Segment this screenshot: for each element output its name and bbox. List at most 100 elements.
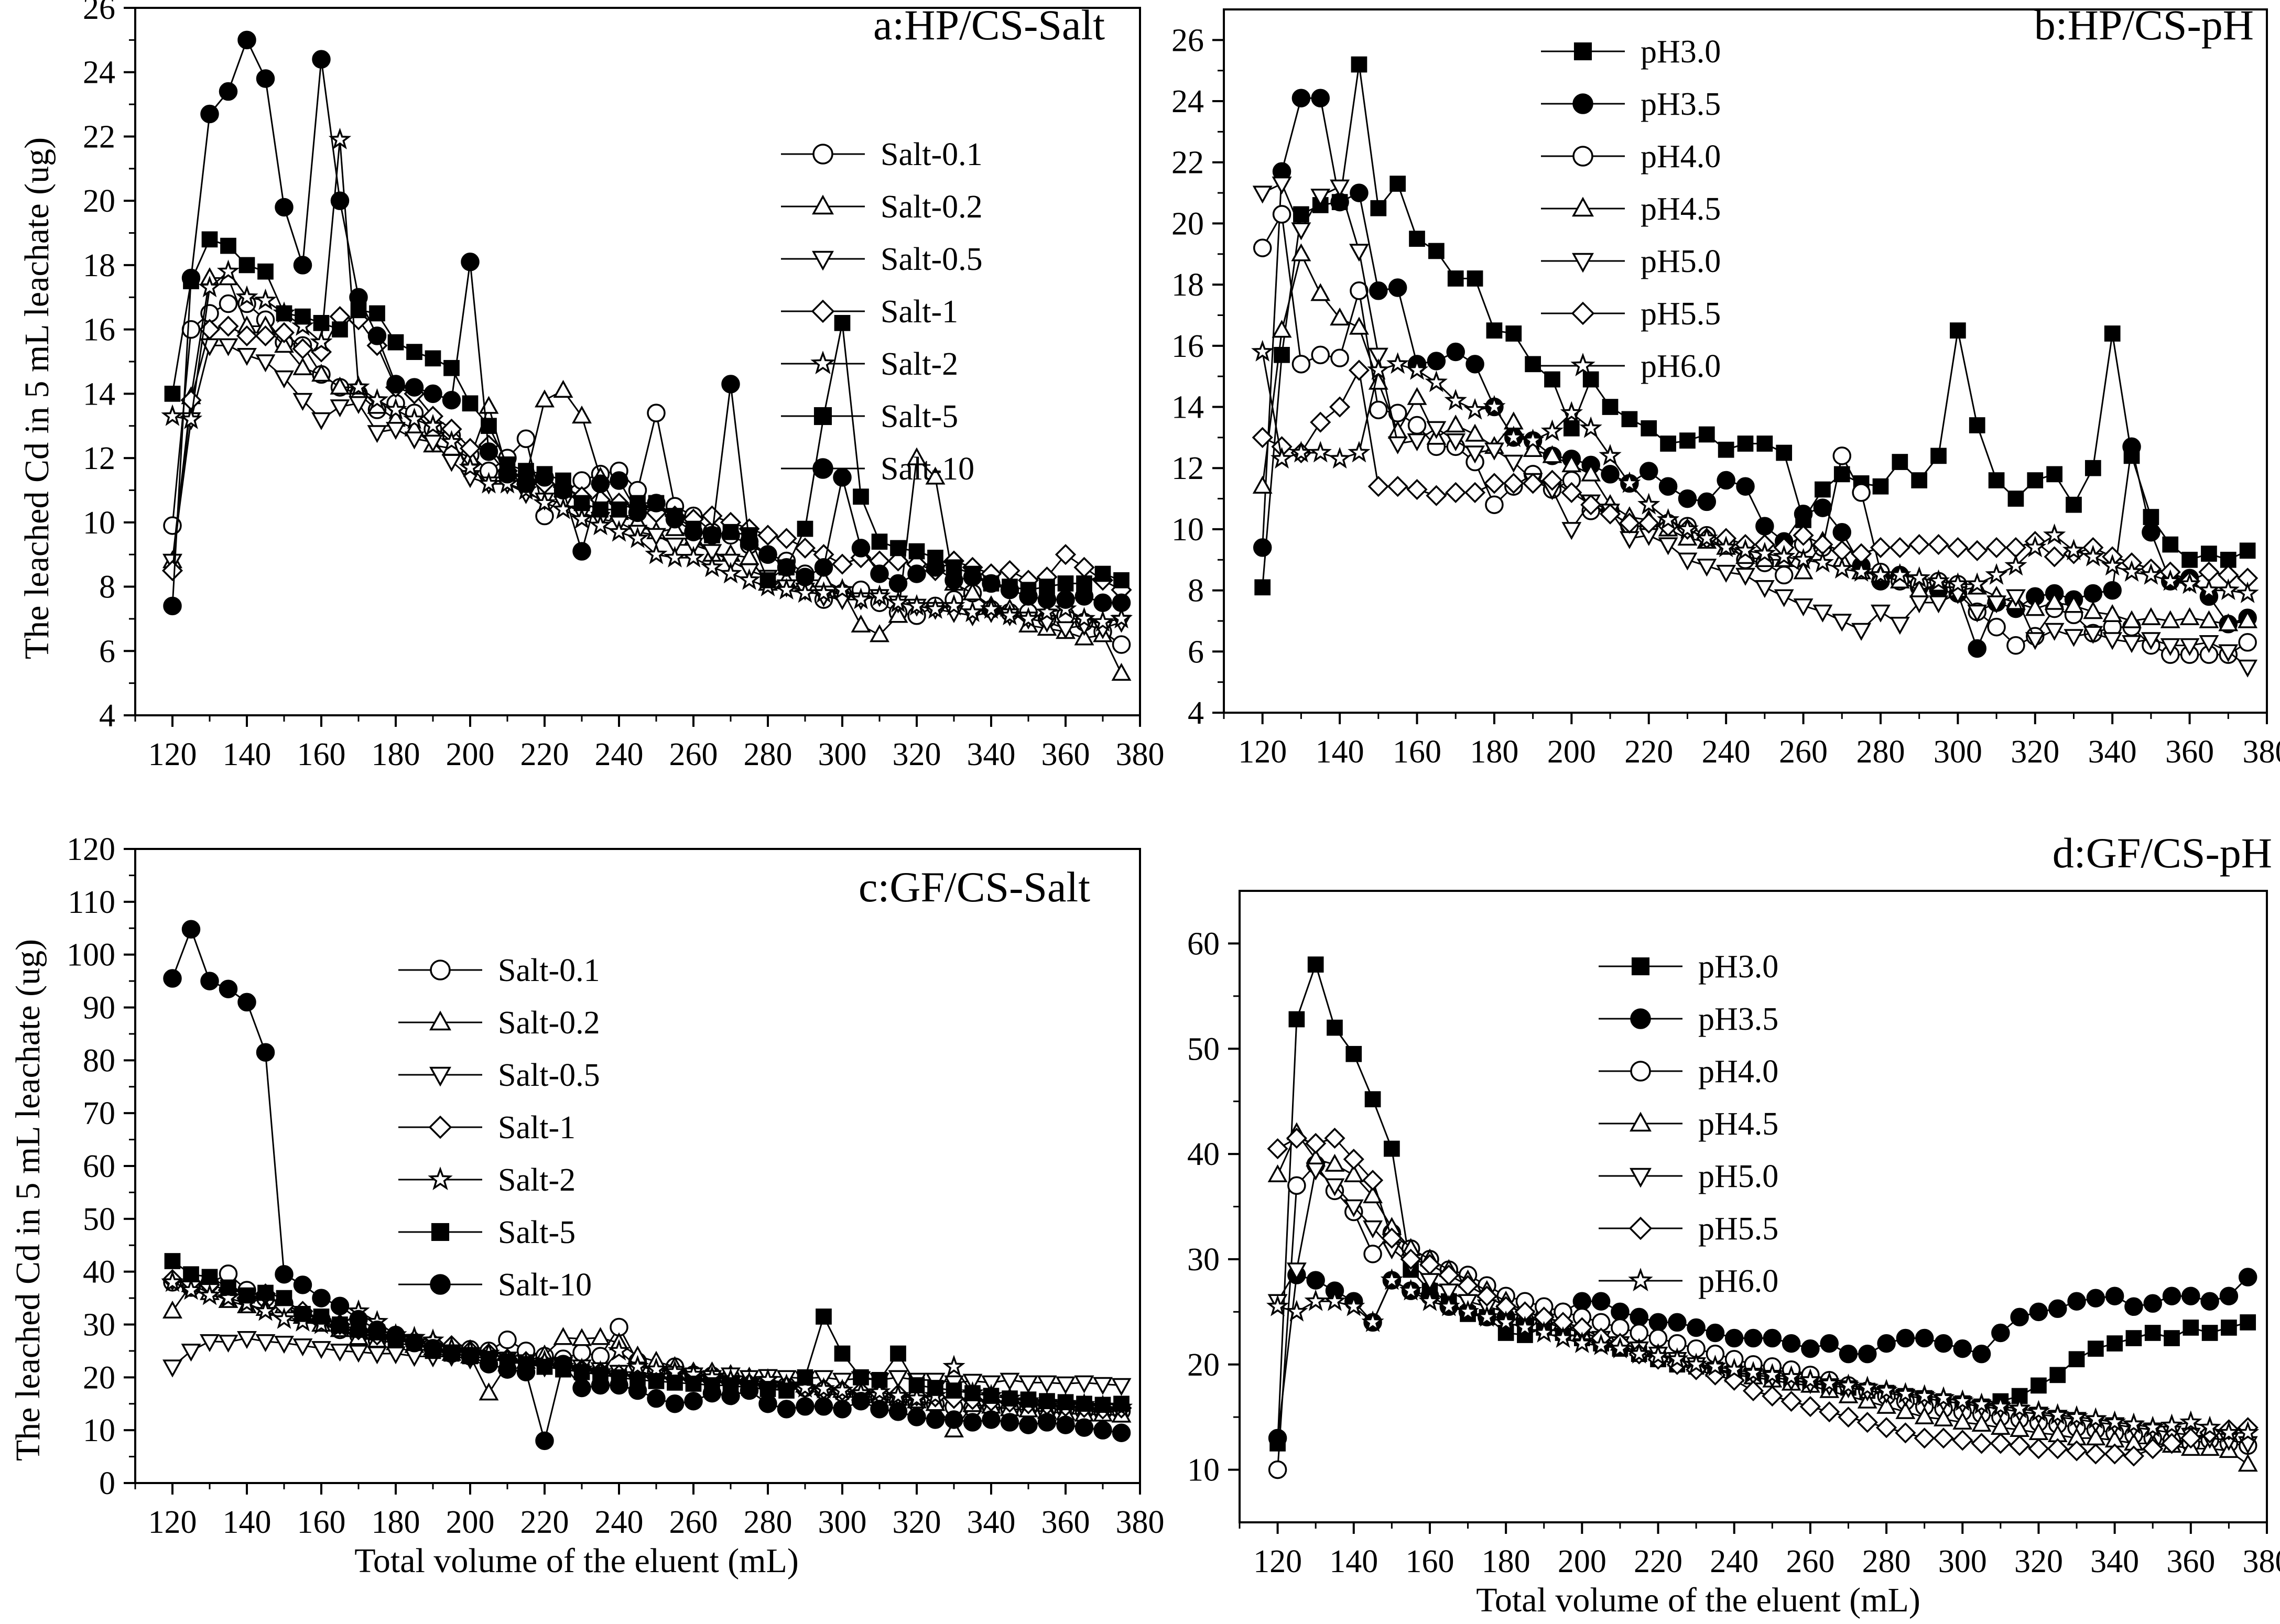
data-point bbox=[1343, 1199, 1364, 1217]
data-point bbox=[1599, 444, 1622, 466]
data-point bbox=[219, 294, 238, 313]
data-point bbox=[198, 276, 221, 298]
data-point bbox=[1819, 1401, 1840, 1423]
data-point bbox=[925, 466, 946, 485]
data-point bbox=[2006, 636, 2025, 655]
data-point bbox=[1252, 475, 1273, 494]
data-point bbox=[1875, 1417, 1897, 1438]
data-point bbox=[1911, 472, 1928, 488]
x-tick-label: 320 bbox=[893, 1505, 941, 1540]
data-point bbox=[1602, 399, 1619, 415]
series-line bbox=[171, 39, 1122, 606]
data-point bbox=[1794, 504, 1813, 524]
x-tick-label: 340 bbox=[967, 737, 1016, 772]
legend-marker bbox=[428, 1167, 453, 1191]
data-point bbox=[1560, 401, 1583, 423]
data-point bbox=[1763, 1328, 1782, 1348]
x-tick-label: 380 bbox=[1116, 1505, 1165, 1540]
y-tick-label: 30 bbox=[83, 1307, 115, 1343]
data-point bbox=[479, 442, 498, 461]
x-tick-label: 140 bbox=[223, 737, 272, 772]
data-point bbox=[295, 1305, 311, 1322]
data-point bbox=[1306, 1162, 1326, 1181]
data-point bbox=[1714, 536, 1738, 558]
data-point bbox=[831, 553, 853, 575]
data-point bbox=[440, 430, 463, 452]
data-point bbox=[2104, 1443, 2125, 1465]
data-point bbox=[1753, 541, 1776, 563]
data-point bbox=[1056, 621, 1076, 639]
data-point bbox=[2199, 635, 2219, 653]
data-point bbox=[1476, 1285, 1497, 1307]
data-point bbox=[181, 320, 201, 339]
data-point bbox=[982, 1410, 1001, 1429]
data-point bbox=[1735, 568, 1755, 586]
data-point bbox=[1561, 482, 1582, 503]
data-point bbox=[2236, 581, 2259, 603]
data-point bbox=[907, 447, 927, 465]
y-axis-title-bottom: The leached Cd in 5 mL leachate (ug) bbox=[9, 939, 47, 1461]
data-point bbox=[1521, 428, 1545, 451]
data-point bbox=[2140, 563, 2163, 585]
data-point bbox=[647, 494, 666, 513]
data-point bbox=[535, 1431, 554, 1451]
data-point bbox=[1343, 1149, 1364, 1170]
data-point bbox=[1782, 1334, 1801, 1353]
data-point bbox=[1324, 1127, 1345, 1149]
data-point bbox=[275, 198, 294, 217]
data-point bbox=[1306, 1271, 1325, 1290]
data-point bbox=[311, 1341, 331, 1359]
x-tick-label: 120 bbox=[148, 737, 197, 772]
data-point bbox=[702, 544, 722, 562]
data-point bbox=[2083, 626, 2103, 644]
chart-panel-a: 120 140 160 180 200 220 240 260 280 300 320 340 360 3… bbox=[83, 0, 1165, 772]
data-point bbox=[1110, 607, 1133, 629]
data-point bbox=[740, 1381, 759, 1400]
data-point bbox=[384, 398, 407, 420]
data-point bbox=[1505, 325, 1522, 342]
data-point bbox=[442, 1344, 461, 1363]
data-point bbox=[964, 1385, 981, 1401]
data-point bbox=[2084, 460, 2101, 476]
x-tick-label: 380 bbox=[2243, 734, 2280, 770]
data-point bbox=[292, 357, 313, 376]
data-point bbox=[1915, 1328, 1934, 1348]
data-point bbox=[459, 455, 482, 477]
series-pH5.5 bbox=[1267, 1127, 2259, 1467]
data-point bbox=[1811, 551, 1834, 573]
x-tick-label: 220 bbox=[1634, 1544, 1682, 1579]
data-point bbox=[1446, 433, 1466, 452]
y-tick-label: 22 bbox=[1171, 145, 1204, 181]
data-point bbox=[1837, 1374, 1860, 1396]
data-point bbox=[1812, 604, 1833, 623]
data-point bbox=[462, 395, 479, 412]
data-point bbox=[776, 528, 797, 549]
data-point bbox=[684, 522, 703, 541]
data-point bbox=[2005, 537, 2027, 558]
series-line bbox=[1277, 1169, 2248, 1444]
legend-label: pH3.0 bbox=[1641, 34, 1721, 70]
data-point bbox=[1266, 1294, 1289, 1316]
data-point bbox=[983, 1388, 1000, 1404]
data-point bbox=[1463, 398, 1486, 420]
data-point bbox=[254, 1299, 277, 1321]
data-point bbox=[833, 468, 852, 487]
data-point bbox=[1754, 580, 1775, 598]
data-point bbox=[220, 237, 236, 254]
series-pH5.0 bbox=[1267, 1162, 2258, 1454]
data-point bbox=[886, 591, 910, 613]
legend-label: pH6.0 bbox=[1641, 348, 1721, 384]
data-point bbox=[610, 1376, 628, 1395]
data-point bbox=[1409, 231, 1425, 247]
data-point bbox=[1310, 189, 1331, 207]
data-point bbox=[1793, 598, 1814, 617]
data-point bbox=[1370, 200, 1387, 216]
x-tick-label: 220 bbox=[1624, 734, 1673, 770]
data-point bbox=[275, 1265, 294, 1284]
legend-label: pH5.0 bbox=[1698, 1159, 1778, 1194]
y-tick-label: 18 bbox=[1171, 267, 1204, 303]
data-point bbox=[2181, 551, 2198, 568]
data-point bbox=[181, 1344, 201, 1362]
data-point bbox=[404, 431, 425, 450]
data-point bbox=[1678, 489, 1697, 508]
